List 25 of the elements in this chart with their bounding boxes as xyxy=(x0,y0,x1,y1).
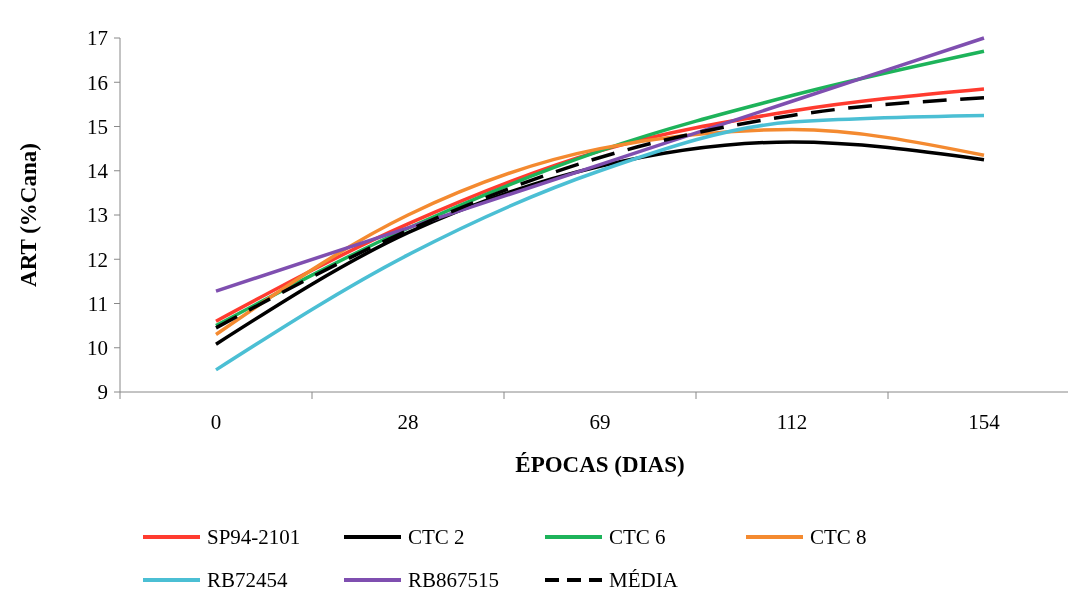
x-tick-label: 154 xyxy=(968,410,1001,434)
y-tick-label: 11 xyxy=(87,291,108,316)
legend-label: CTC 8 xyxy=(810,525,867,550)
y-tick-label: 10 xyxy=(87,336,108,361)
y-axis-title: ART (%Cana) xyxy=(16,143,41,287)
x-tick-label: 0 xyxy=(210,410,222,434)
x-tick-label: 28 xyxy=(397,410,419,434)
y-tick-label: 9 xyxy=(97,380,108,405)
y-tick-label: 13 xyxy=(87,203,108,228)
legend-label: RB72454 xyxy=(207,568,289,591)
legend-label: MÉDIA xyxy=(609,568,679,591)
y-tick-label: 12 xyxy=(87,247,108,272)
x-tick-label: 69 xyxy=(589,410,611,434)
line-series xyxy=(214,113,986,372)
y-tick-label: 15 xyxy=(87,114,108,139)
y-tick-label: 16 xyxy=(87,70,108,95)
line-series xyxy=(214,36,986,293)
y-tick-label: 17 xyxy=(87,26,108,51)
y-tick-label: 14 xyxy=(87,159,109,184)
legend-label: RB867515 xyxy=(408,568,500,591)
x-tick-label: 112 xyxy=(776,410,808,434)
legend-label: CTC 2 xyxy=(408,525,465,550)
legend-label: CTC 6 xyxy=(609,525,666,550)
legend-label: SP94-2101 xyxy=(207,525,301,550)
x-axis-title: ÉPOCAS (DIAS) xyxy=(515,452,685,477)
